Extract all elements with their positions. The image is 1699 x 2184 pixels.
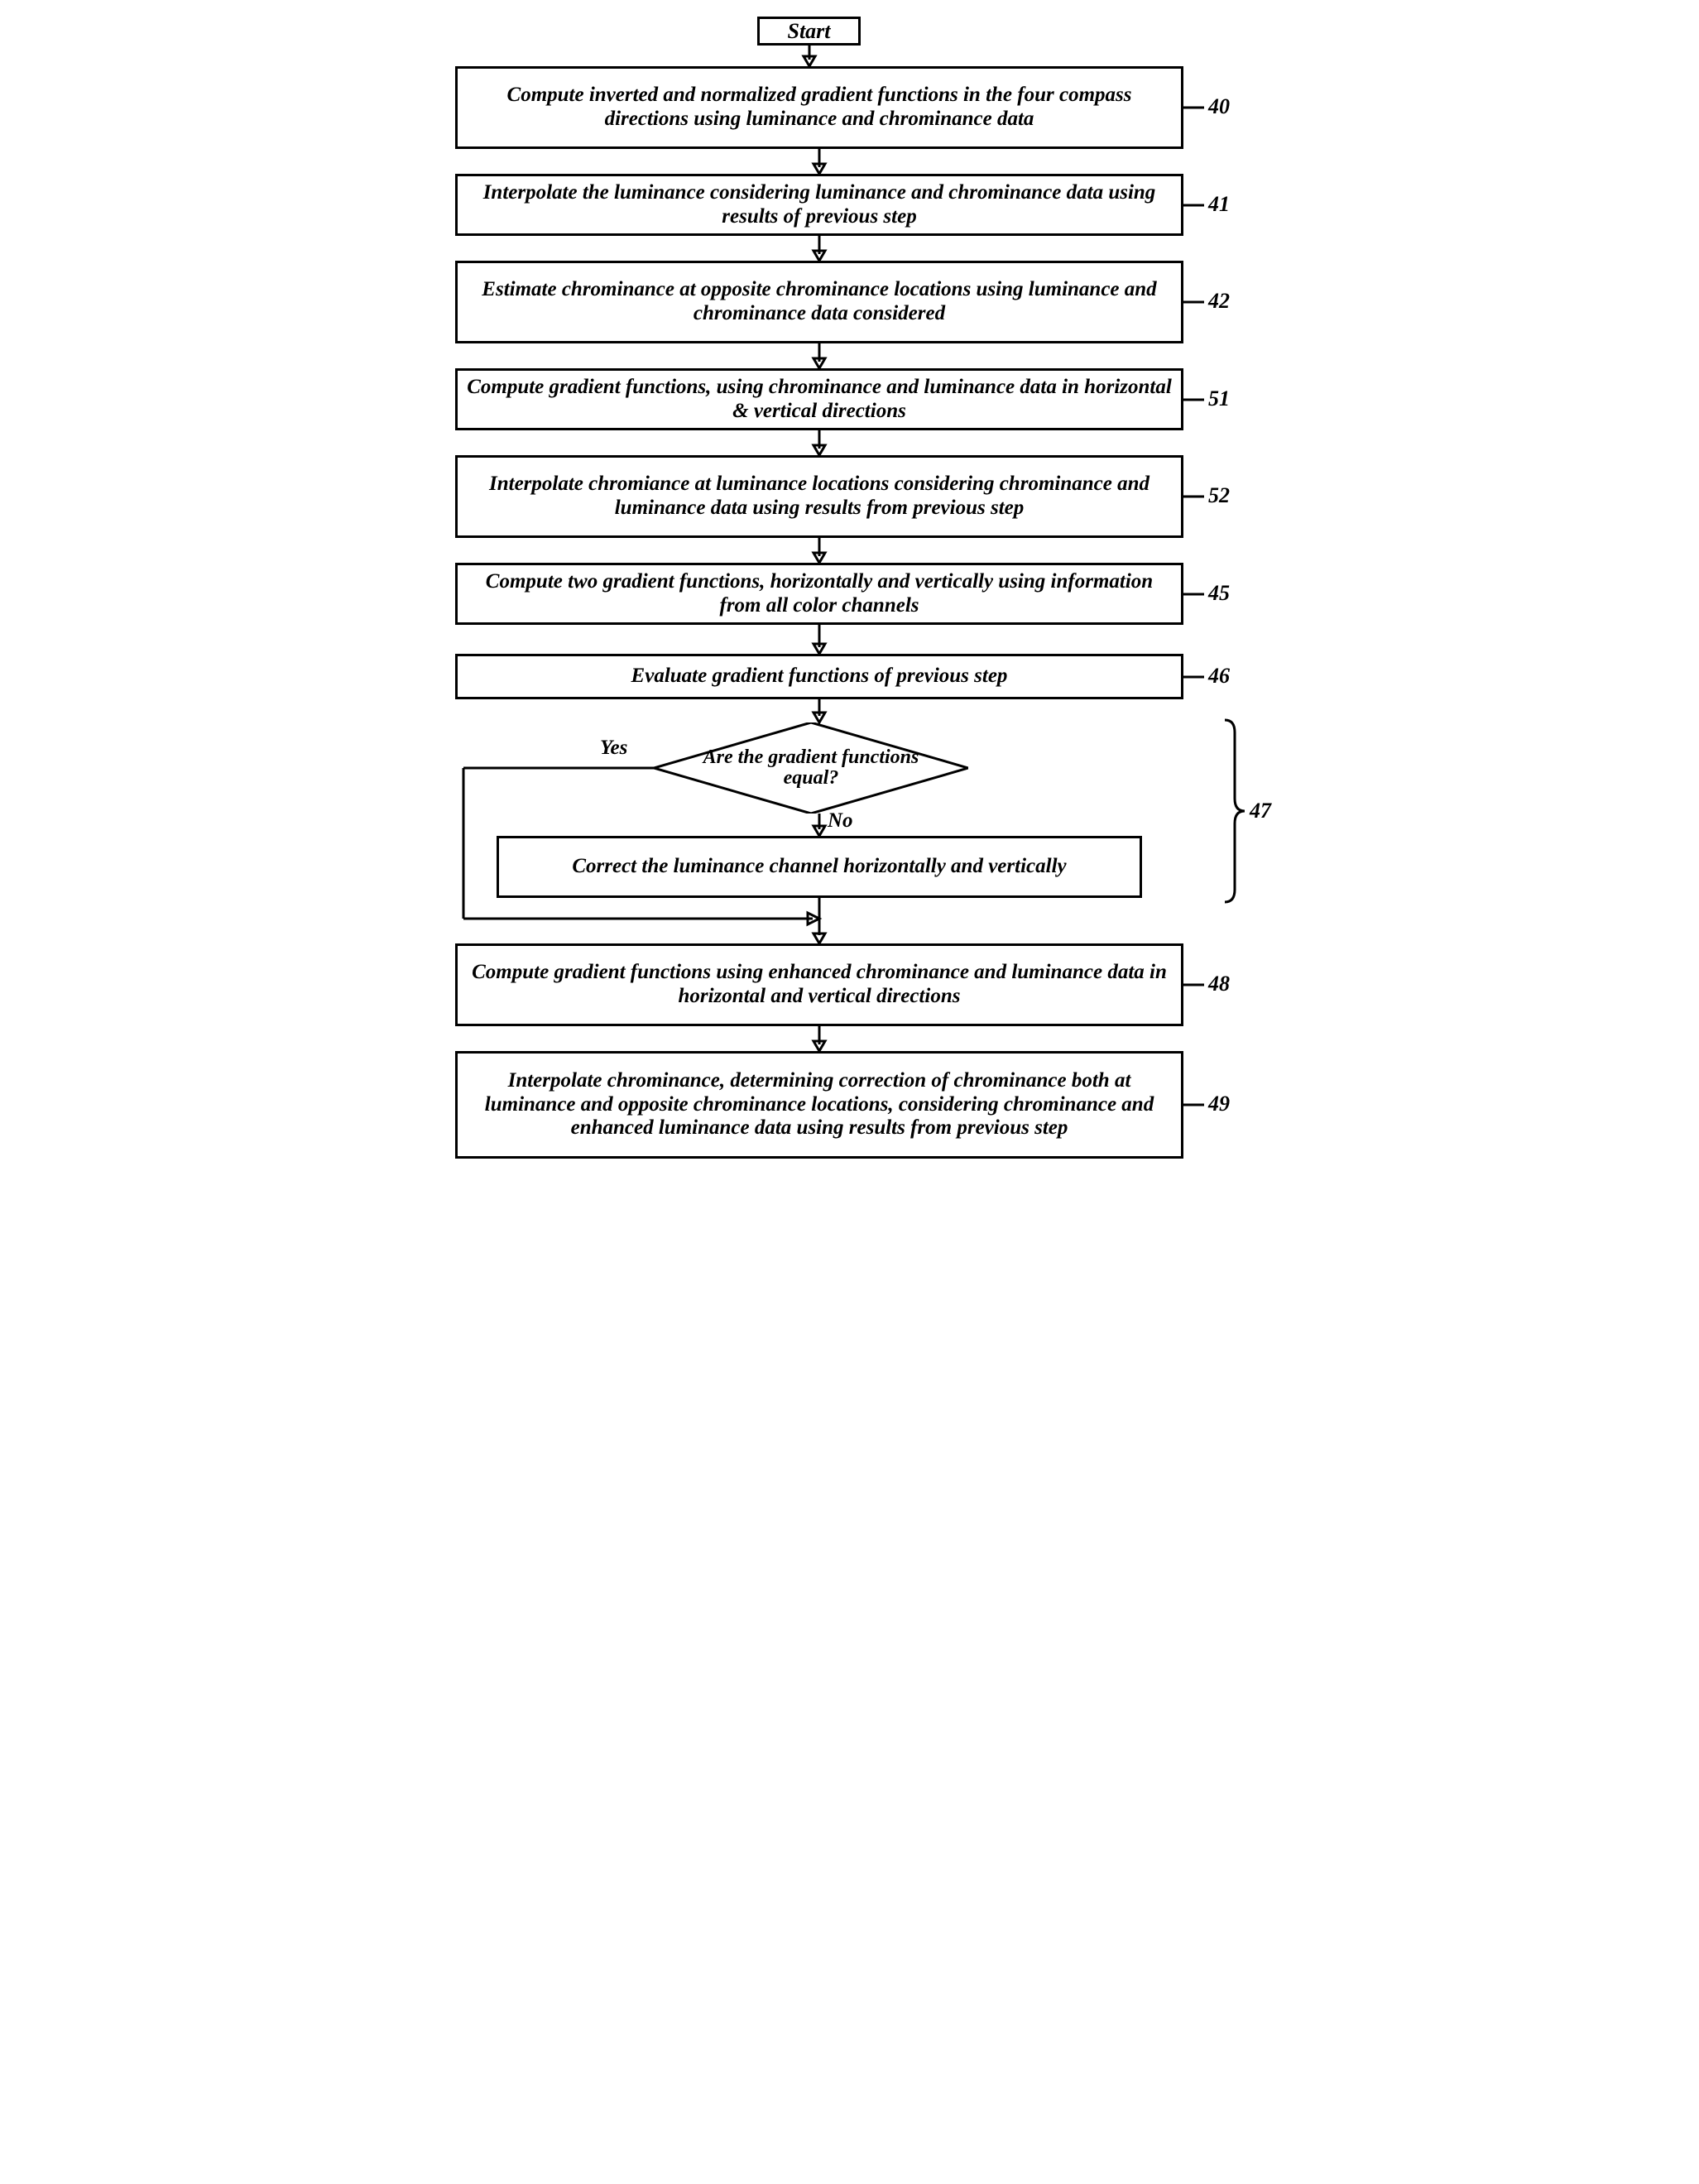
decision-diamond: Are the gradient functions equal?	[654, 722, 968, 814]
flowchart-box: Interpolate the luminance considering lu…	[455, 174, 1183, 236]
step-ref-label: 48	[1208, 972, 1230, 996]
step-ref-label: 46	[1208, 664, 1230, 689]
flowchart-container: Start Compute inverted and normalized gra…	[430, 17, 1269, 1175]
flowchart-box: Interpolate chrominance, determining cor…	[455, 1051, 1183, 1159]
step-ref-label: 41	[1208, 192, 1230, 217]
step-ref-label: 52	[1208, 483, 1230, 508]
step-ref-label: 42	[1208, 289, 1230, 314]
flowchart-box: Compute gradient functions, using chromi…	[455, 368, 1183, 430]
step-ref-label: 49	[1208, 1092, 1230, 1116]
edge-label-yes: Yes	[600, 737, 627, 760]
flowchart-box: Interpolate chromiance at luminance loca…	[455, 455, 1183, 538]
flowchart-box: Compute two gradient functions, horizont…	[455, 563, 1183, 625]
flowchart-box: Estimate chrominance at opposite chromin…	[455, 261, 1183, 343]
decision-text: Are the gradient functions equal?	[685, 747, 937, 789]
edge-label-no: No	[828, 809, 853, 833]
step-ref-label: 40	[1208, 94, 1230, 119]
step-ref-label: 51	[1208, 386, 1230, 411]
step-ref-label: 45	[1208, 581, 1230, 606]
flowchart-box: Start	[757, 17, 861, 46]
flowchart-box: Compute inverted and normalized gradient…	[455, 66, 1183, 149]
flowchart-box: Correct the luminance channel horizontal…	[497, 836, 1142, 898]
brace-ref-47: 47	[1250, 799, 1271, 823]
flowchart-box: Evaluate gradient functions of previous …	[455, 654, 1183, 699]
flowchart-box: Compute gradient functions using enhance…	[455, 943, 1183, 1026]
